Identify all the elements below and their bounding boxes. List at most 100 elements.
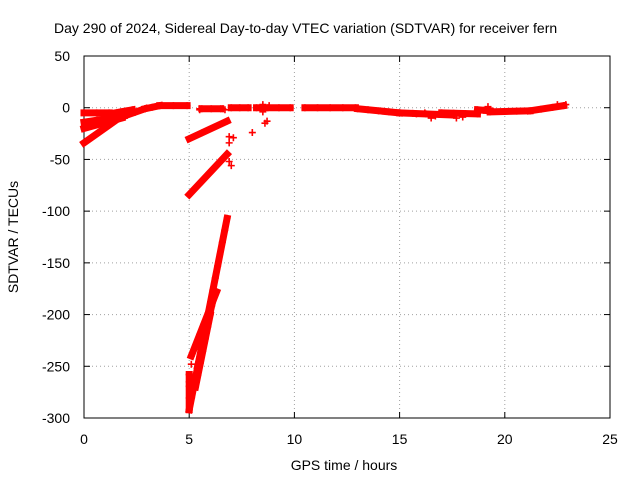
data-point [412,110,420,118]
data-point [486,108,494,116]
data-point [452,114,460,122]
data-point [259,108,267,116]
data-track [184,149,233,200]
data-point [192,383,200,391]
data-point [208,166,216,174]
data-point [364,106,372,114]
data-point [210,290,218,298]
axis-ticks: 0 5 10 15 20 25 50 0 -50 -100 -150 -200 -250 -300 [42,48,618,447]
data-point [227,104,235,112]
data-point [215,158,223,166]
data-point [202,326,210,334]
data-point [236,104,244,112]
data-track [111,104,150,124]
data-point [223,214,231,222]
data-point [499,108,507,116]
data-point [326,104,334,112]
data-point [225,157,233,165]
data-point [93,109,101,117]
data-point [396,109,404,117]
data-point [431,112,439,120]
data-point [223,150,231,158]
y-tick-label: -300 [42,410,70,426]
data-point [183,102,191,110]
data-point [438,109,446,117]
data-point [259,101,267,109]
data-point [526,107,534,115]
x-tick-label: 0 [80,431,88,447]
data-point [102,123,110,131]
data-point [537,105,545,113]
data-point [286,104,294,112]
data-point [205,314,213,322]
data-point [244,104,252,112]
x-axis-label: GPS time / hours [291,457,398,473]
data-point [450,109,458,117]
data-point [385,108,393,116]
data-point [207,105,215,113]
data-track [184,116,232,144]
y-tick-label: -100 [42,203,70,219]
data-point [93,121,101,129]
data-point [263,117,271,125]
data-point [80,139,88,147]
data-point [421,109,429,117]
data-point [513,107,521,115]
data-point [211,274,219,282]
data-point [141,105,149,113]
data-point [80,124,88,132]
data-point [427,114,435,122]
data-point [473,106,481,114]
data-point [80,118,88,126]
data-point [187,352,195,360]
data-point [105,110,113,118]
data-point [112,115,120,123]
data-point [169,102,177,110]
data-track [486,107,534,116]
data-point [192,341,200,349]
y-tick-label: -250 [42,358,70,374]
data-series [79,101,570,414]
data-point [185,135,193,143]
data-point [221,106,229,114]
data-point [314,104,322,112]
data-point [553,101,561,109]
data-point [194,362,202,370]
data-point [354,105,362,113]
data-point [194,371,202,379]
data-point [214,262,222,270]
data-track [79,114,123,148]
data-point [218,238,226,246]
data-point [193,183,201,191]
data-point [221,226,229,234]
data-point [229,134,237,142]
y-tick-label: -200 [42,307,70,323]
data-point [275,104,283,112]
y-axis-label: SDTVAR / TECUs [5,181,21,293]
y-tick-label: 50 [54,48,70,64]
data-point [223,117,231,125]
data-point [225,133,233,141]
data-point [225,139,233,147]
data-point [210,123,218,131]
data-point [156,102,164,110]
chart-title: Day 290 of 2024, Sidereal Day-to-day VTE… [54,20,557,36]
plot-frame [83,55,611,419]
data-point [199,338,207,346]
data-point [265,102,273,110]
data-point [131,108,139,116]
data-point [459,113,467,121]
data-point [227,162,235,170]
data-point [185,371,193,379]
data-point [91,131,99,139]
x-tick-label: 25 [602,431,618,447]
data-point [185,191,193,199]
data-point [121,112,129,120]
x-tick-label: 10 [287,431,303,447]
x-tick-label: 5 [185,431,193,447]
data-track [438,109,482,118]
data-point [80,109,88,117]
data-point [196,350,204,358]
data-point [208,302,216,310]
